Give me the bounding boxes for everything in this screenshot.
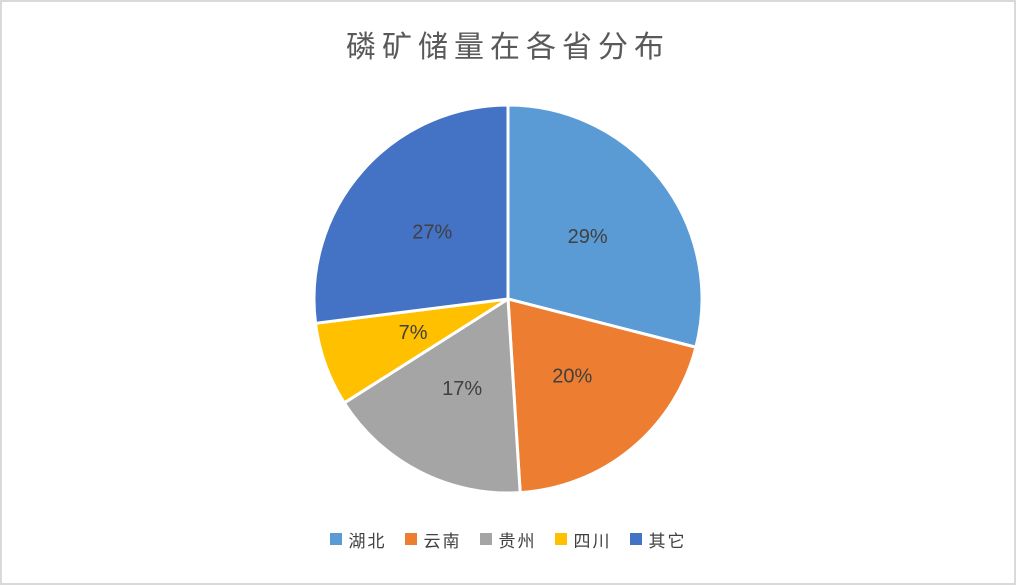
- slice-label-4: 27%: [412, 221, 452, 243]
- legend-swatch-icon: [554, 533, 567, 545]
- legend-label: 贵州: [498, 531, 537, 551]
- chart-legend: 湖北 云南 贵州 四川 其它: [2, 524, 1014, 554]
- slice-label-1: 20%: [552, 366, 592, 388]
- pie-slice-4: [312, 103, 510, 325]
- legend-swatch-icon: [479, 533, 492, 545]
- legend-label: 湖北: [348, 531, 387, 551]
- slice-label-2: 17%: [442, 378, 482, 400]
- legend-item-1: 云南: [404, 527, 462, 552]
- legend-swatch-icon: [404, 533, 417, 545]
- legend-item-0: 湖北: [329, 527, 387, 552]
- legend-label: 云南: [423, 531, 462, 551]
- slice-label-3: 7%: [399, 322, 428, 344]
- legend-item-3: 四川: [554, 527, 612, 552]
- pie-slice-0: [506, 103, 704, 349]
- legend-label: 四川: [573, 531, 612, 551]
- legend-swatch-icon: [629, 533, 642, 545]
- legend-item-2: 贵州: [479, 527, 537, 552]
- legend-item-4: 其它: [629, 527, 687, 552]
- pie-slice-2: [342, 297, 522, 495]
- legend-label: 其它: [648, 531, 687, 551]
- chart-title: 磷矿储量在各省分布: [346, 31, 670, 64]
- pie-slice-1: [506, 297, 698, 495]
- slice-label-0: 29%: [568, 226, 608, 248]
- legend-swatch-icon: [329, 533, 342, 545]
